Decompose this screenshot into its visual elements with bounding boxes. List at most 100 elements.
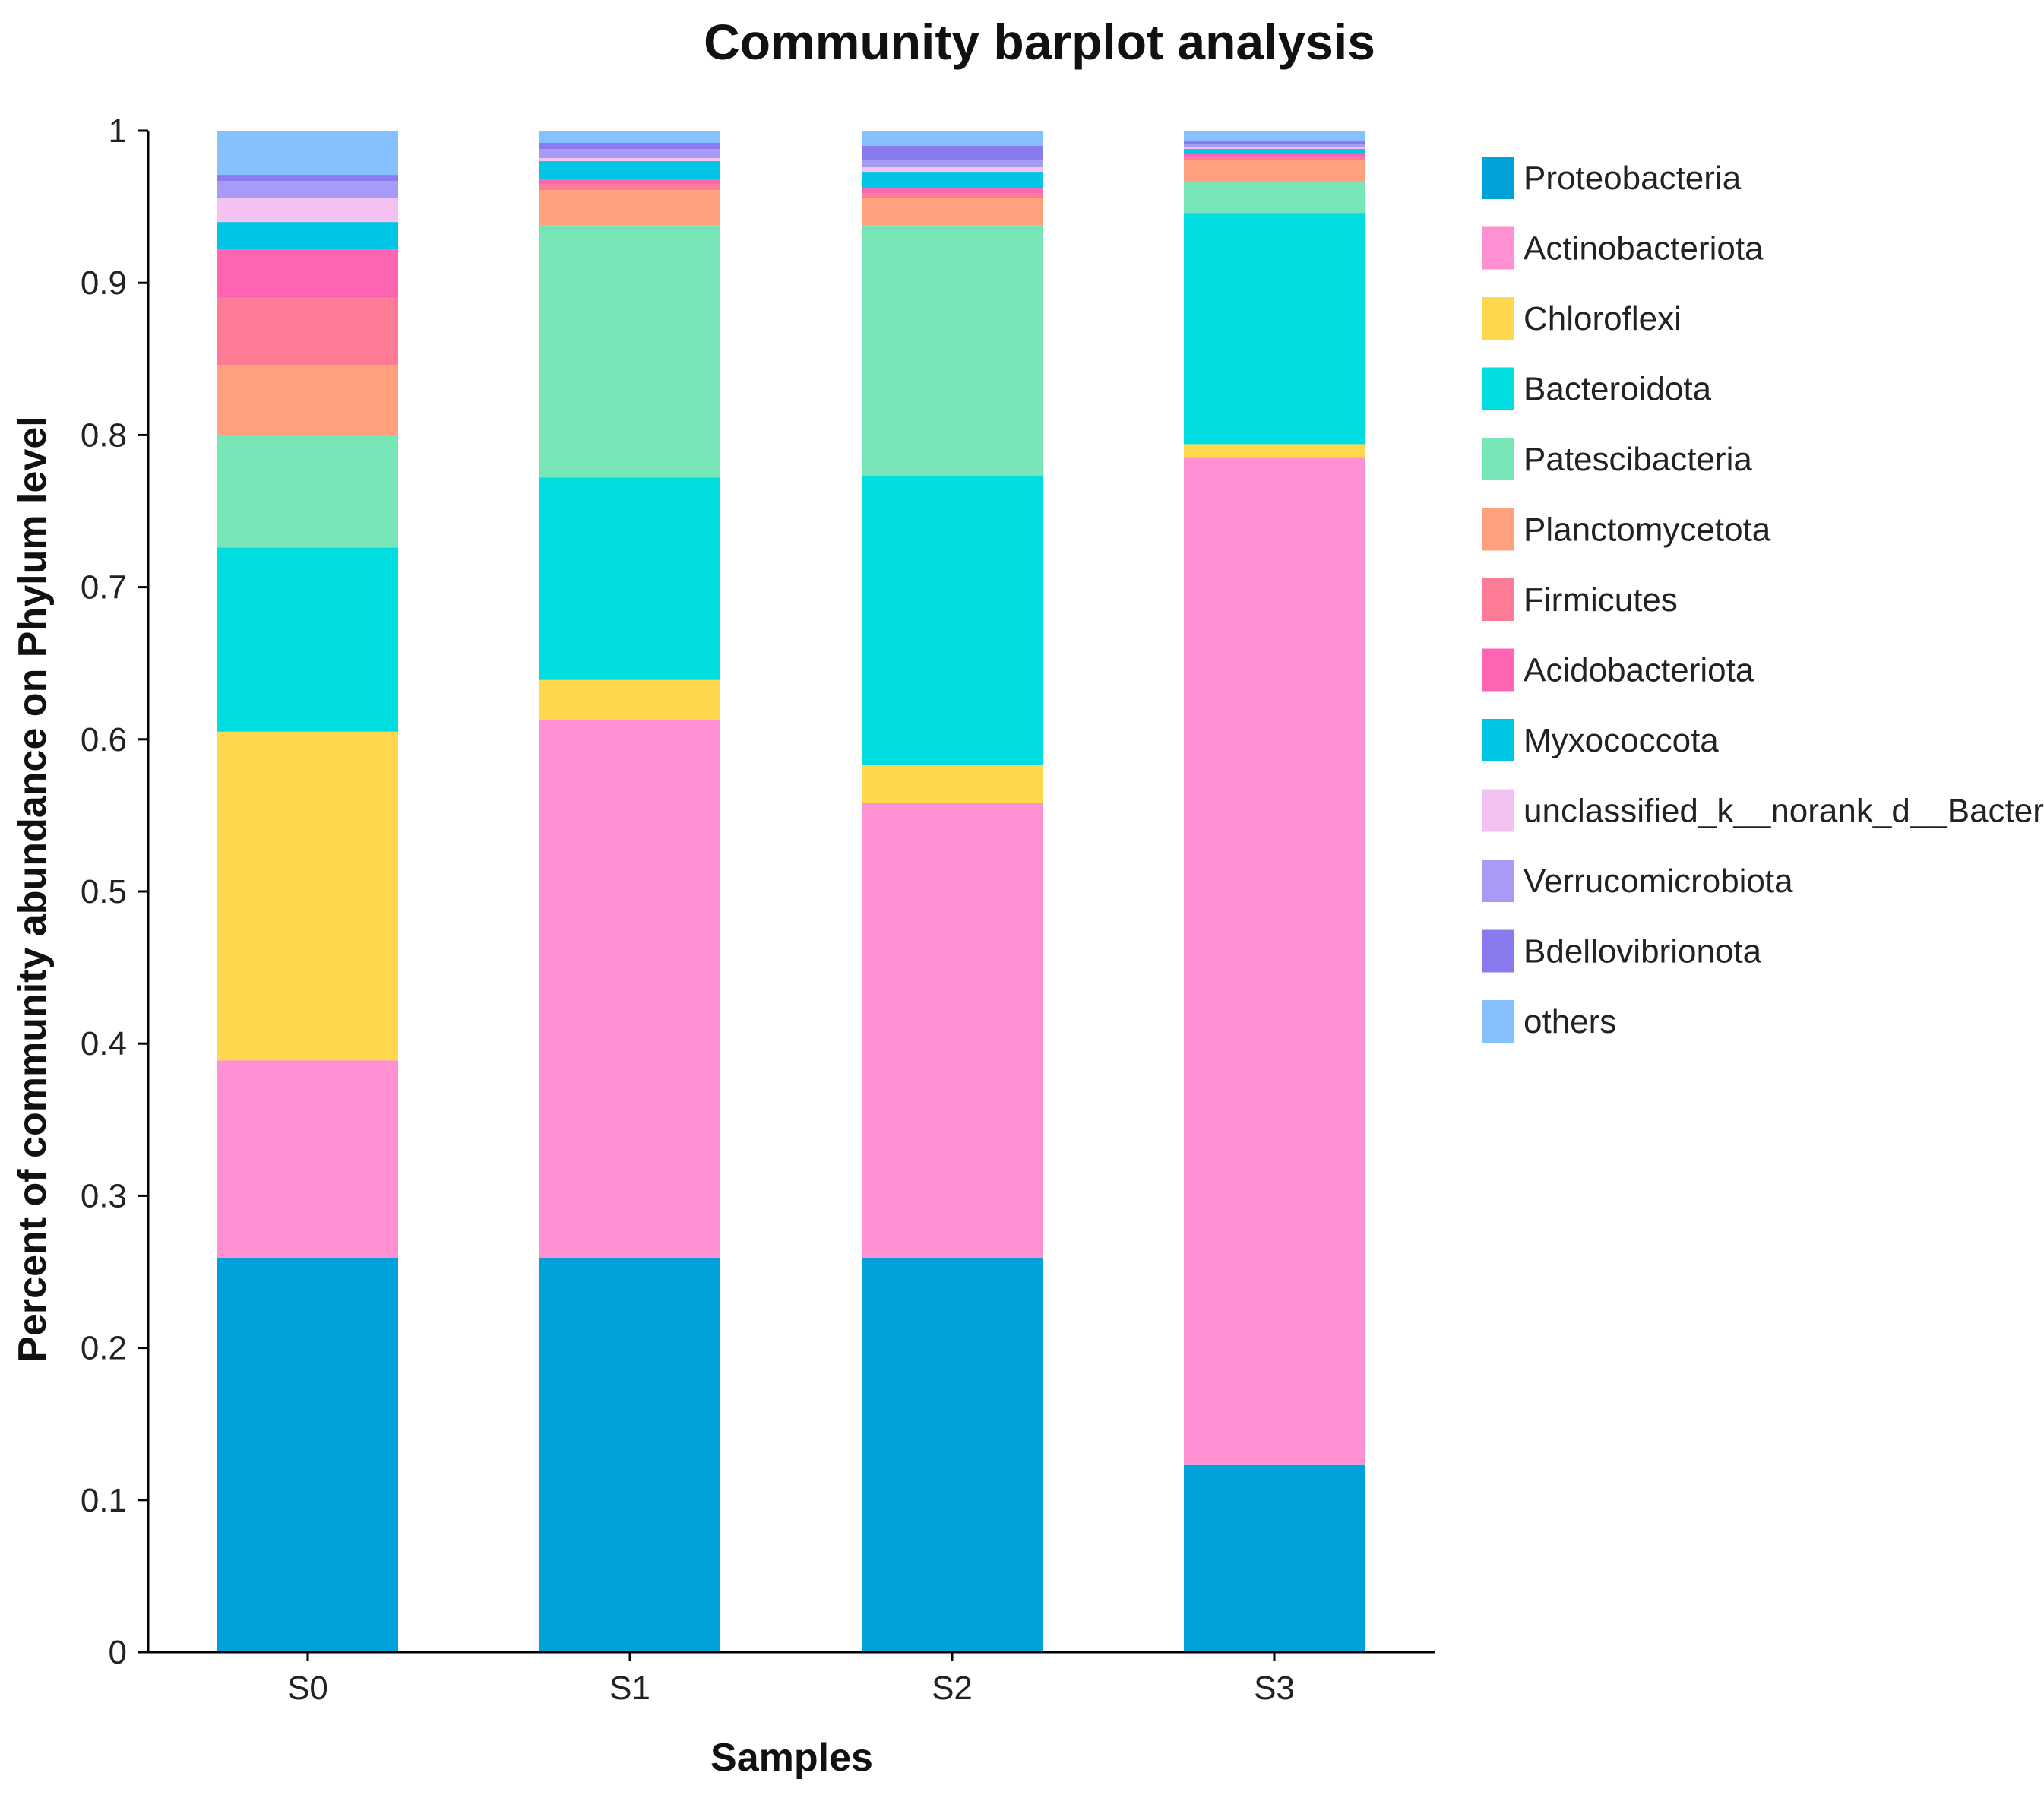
x-tick-label: S2 [932,1670,973,1707]
legend-item-Bacteroidota[interactable]: Bacteroidota [1482,367,1712,410]
bar-group-S3 [1184,131,1365,1652]
bar-segment-S2-Acidobacteriota[interactable] [862,188,1043,194]
bar-segment-S3-Acidobacteriota[interactable] [1184,154,1365,157]
bar-segment-S0-Acidobacteriota[interactable] [217,249,398,299]
bar-segment-S0-Actinobacteriota[interactable] [217,1060,398,1258]
bar-segment-S3-Proteobacteria[interactable] [1184,1464,1365,1652]
bar-segment-S1-Acidobacteriota[interactable] [539,179,720,185]
legend-swatch [1482,157,1514,199]
bar-segment-S0-Verrucomicrobiota[interactable] [217,181,398,198]
bar-segment-S3-unclassified_k__norank_d__Bacteria[interactable] [1184,147,1365,150]
bar-segment-S1-Planctomycetota[interactable] [539,190,720,226]
bar-segment-S2-Planctomycetota[interactable] [862,198,1043,226]
legend-item-Acidobacteriota[interactable]: Acidobacteriota [1482,648,1754,692]
bar-segment-S0-Firmicutes[interactable] [217,298,398,366]
bar-segment-S2-Bdellovibrionota[interactable] [862,146,1043,160]
y-tick-label: 0.1 [81,1482,127,1519]
legend-label: Actinobacteriota [1524,230,1764,268]
bar-segment-S1-Actinobacteriota[interactable] [539,719,720,1258]
y-tick-label: 0.7 [81,569,127,606]
bar-segment-S0-Chloroflexi[interactable] [217,731,398,1061]
legend-swatch [1482,226,1514,270]
y-tick-label: 0.2 [81,1330,127,1367]
bar-segment-S2-Firmicutes[interactable] [862,193,1043,198]
x-tick-label: S3 [1254,1670,1295,1707]
legend-item-unclassified_k__norank_d__Bacteria[interactable]: unclassified_k__norank_d__Bacteria [1482,789,2044,832]
legend-item-Bdellovibrionota[interactable]: Bdellovibrionota [1482,929,1762,973]
bar-segment-S2-Actinobacteriota[interactable] [862,803,1043,1258]
bar-segment-S0-unclassified_k__norank_d__Bacteria[interactable] [217,198,398,223]
bar-segment-S2-unclassified_k__norank_d__Bacteria[interactable] [862,167,1043,173]
legend-item-Firmicutes[interactable]: Firmicutes [1482,578,1678,621]
legend-item-Patescibacteria[interactable]: Patescibacteria [1482,438,1752,480]
bar-segment-S3-Firmicutes[interactable] [1184,157,1365,160]
bar-segment-S3-Bacteroidota[interactable] [1184,213,1365,445]
bar-segment-S3-Myxococcota[interactable] [1184,149,1365,154]
legend-label: Verrucomicrobiota [1524,863,1793,900]
y-tick-label: 0.4 [81,1025,127,1062]
bar-segment-S1-Verrucomicrobiota[interactable] [539,149,720,159]
bar-segment-S2-Chloroflexi[interactable] [862,765,1043,803]
bar-segment-S3-others[interactable] [1184,131,1365,142]
bar-segment-S1-Patescibacteria[interactable] [539,225,720,478]
bar-segment-S2-others[interactable] [862,131,1043,147]
bar-segment-S0-Proteobacteria[interactable] [217,1258,398,1652]
legend-label: Proteobacteria [1524,160,1742,197]
bar-segment-S2-Patescibacteria[interactable] [862,225,1043,476]
legend-item-Chloroflexi[interactable]: Chloroflexi [1482,297,1682,340]
legend-label: Myxococcota [1524,722,1719,759]
bar-segment-S3-Planctomycetota[interactable] [1184,160,1365,183]
legend-label: Bdellovibrionota [1524,933,1762,970]
y-tick-label: 0.3 [81,1177,127,1214]
legend-swatch [1482,789,1514,832]
legend: Proteobacteria Actinobacteriota Chloroflex… [1482,157,2044,1043]
bar-segment-S3-Bdellovibrionota[interactable] [1184,141,1365,145]
legend-item-Planctomycetota[interactable]: Planctomycetota [1482,508,1771,551]
bar-segment-S2-Bacteroidota[interactable] [862,476,1043,765]
legend-swatch [1482,929,1514,973]
legend-item-Actinobacteriota[interactable]: Actinobacteriota [1482,226,1764,270]
bar-group-S2 [862,131,1043,1652]
bar-segment-S0-Patescibacteria[interactable] [217,435,398,548]
bar-segment-S0-Bdellovibrionota[interactable] [217,175,398,182]
y-axis-label: Percent of community abundance on Phylum… [11,416,55,1362]
bar-segment-S1-Myxococcota[interactable] [539,161,720,180]
legend-label: unclassified_k__norank_d__Bacteria [1524,793,2044,830]
bar-segment-S0-Myxococcota[interactable] [217,222,398,250]
bar-segment-S1-unclassified_k__norank_d__Bacteria[interactable] [539,158,720,162]
bar-group-S1 [539,131,720,1652]
legend-swatch [1482,719,1514,761]
legend-label: Patescibacteria [1524,441,1752,478]
bar-segment-S3-Actinobacteriota[interactable] [1184,457,1365,1465]
bar-segment-S2-Myxococcota[interactable] [862,172,1043,189]
bar-segment-S2-Verrucomicrobiota[interactable] [862,160,1043,168]
y-tick-label: 0.9 [81,264,127,302]
bar-segment-S3-Verrucomicrobiota[interactable] [1184,144,1365,148]
legend-item-Myxococcota[interactable]: Myxococcota [1482,719,1719,761]
bar-segment-S1-Bacteroidota[interactable] [539,477,720,680]
y-tick-label: 0.6 [81,721,127,758]
bar-segment-S2-Proteobacteria[interactable] [862,1258,1043,1652]
legend-item-Proteobacteria[interactable]: Proteobacteria [1482,157,1742,199]
bar-segment-S1-Bdellovibrionota[interactable] [539,143,720,150]
bar-segment-S3-Patescibacteria[interactable] [1184,182,1365,214]
legend-swatch [1482,648,1514,692]
bar-segment-S0-Planctomycetota[interactable] [217,365,398,435]
legend-item-Verrucomicrobiota[interactable]: Verrucomicrobiota [1482,860,1793,902]
bar-segment-S3-Chloroflexi[interactable] [1184,444,1365,458]
bar-segment-S1-Firmicutes[interactable] [539,184,720,191]
bar-segment-S1-Proteobacteria[interactable] [539,1258,720,1652]
legend-label: Chloroflexi [1524,300,1682,337]
bar-segment-S1-others[interactable] [539,131,720,144]
axes-layer: S0 S1 S2 S3 0 0.1 0.2 0.3 0.4 0.5 0.6 0.7 0.8 0.9 1 [81,112,1435,1707]
bar-segment-S0-others[interactable] [217,131,398,176]
legend-label: Planctomycetota [1524,511,1771,549]
legend-item-others[interactable]: others [1482,1000,1616,1043]
bar-segment-S1-Chloroflexi[interactable] [539,679,720,720]
legend-swatch [1482,860,1514,902]
bar-segment-S0-Bacteroidota[interactable] [217,547,398,732]
y-tick-label: 0.8 [81,416,127,454]
legend-label: Firmicutes [1524,581,1678,619]
chart-title: Community barplot analysis [704,14,1375,70]
